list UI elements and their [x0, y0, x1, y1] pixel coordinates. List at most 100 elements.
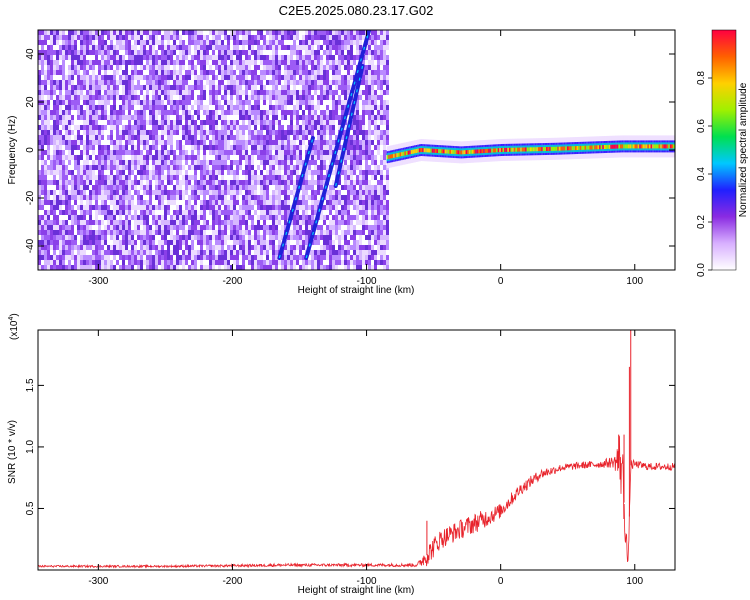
spectrogram-cell — [206, 105, 209, 110]
spectrogram-cell — [89, 165, 92, 170]
spectrogram-cell — [119, 120, 122, 125]
spectrogram-cell — [98, 180, 101, 185]
spectrogram-cell — [152, 75, 155, 80]
spectrogram-cell — [41, 75, 44, 80]
spectrogram-cell — [263, 225, 266, 230]
spectrogram-cell — [53, 50, 56, 55]
spectrogram-cell — [77, 160, 80, 165]
spectrogram-cell — [158, 220, 161, 225]
spectrogram-cell — [278, 100, 281, 105]
spectrogram-cell — [65, 95, 68, 100]
spectrogram-cell — [86, 130, 89, 135]
spectrogram-cell — [236, 55, 239, 60]
spectrogram-cell — [50, 175, 53, 180]
spectrogram-cell — [332, 240, 335, 245]
spectrogram-cell — [110, 35, 113, 40]
spectrogram-cell — [203, 160, 206, 165]
spectrogram-cell — [254, 90, 257, 95]
spectrogram-cell — [302, 130, 305, 135]
spectrogram-cell — [221, 95, 224, 100]
spectrogram-cell — [218, 145, 221, 150]
spectrogram-cell — [116, 90, 119, 95]
spectrogram-cell — [107, 100, 110, 105]
spectrogram-cell — [122, 180, 125, 185]
spectrogram-cell — [185, 135, 188, 140]
spectrogram-cell — [302, 245, 305, 250]
spectrogram-cell — [164, 45, 167, 50]
spectrogram-cell — [347, 230, 350, 235]
spectrogram-cell — [107, 215, 110, 220]
spectrogram-cell — [146, 35, 149, 40]
spectrogram-cell — [209, 225, 212, 230]
spectrogram-cell — [167, 220, 170, 225]
spectrogram-cell — [230, 110, 233, 115]
spectrogram-cell — [188, 225, 191, 230]
spectrogram-cell — [131, 175, 134, 180]
spectrogram-cell — [299, 85, 302, 90]
spectrogram-cell — [56, 215, 59, 220]
spectrogram-cell — [260, 110, 263, 115]
spectrogram-cell — [203, 165, 206, 170]
spectrogram-cell — [218, 95, 221, 100]
spectrogram-cell — [266, 175, 269, 180]
spectrogram-cell — [248, 55, 251, 60]
spectrogram-cell — [323, 135, 326, 140]
spectrogram-cell — [227, 230, 230, 235]
spectrogram-cell — [170, 40, 173, 45]
spectrogram-cell — [125, 145, 128, 150]
spectrogram-cell — [236, 45, 239, 50]
spectrogram-cell — [119, 235, 122, 240]
spectrogram-cell — [260, 260, 263, 265]
spectrogram-cell — [236, 185, 239, 190]
spectrogram-cell — [68, 145, 71, 150]
spectrogram-cell — [131, 120, 134, 125]
spectrogram-cell — [314, 105, 317, 110]
spectrogram-cell — [107, 80, 110, 85]
spectrogram-cell — [47, 75, 50, 80]
spectrogram-cell — [239, 200, 242, 205]
spectrogram-cell — [278, 45, 281, 50]
spectrogram-cell — [164, 80, 167, 85]
spectrogram-cell — [329, 205, 332, 210]
spectrogram-cell — [137, 225, 140, 230]
spectrogram-cell — [248, 235, 251, 240]
spectrogram-cell — [56, 65, 59, 70]
spectrogram-cell — [98, 55, 101, 60]
spectrogram-cell — [83, 235, 86, 240]
spectrogram-cell — [269, 65, 272, 70]
spectrogram-cell — [257, 115, 260, 120]
spectrogram-cell — [143, 65, 146, 70]
spectrogram-cell — [125, 165, 128, 170]
spectrogram-cell — [323, 160, 326, 165]
spectrogram-cell — [92, 185, 95, 190]
spectrogram-cell — [269, 115, 272, 120]
spectrogram-cell — [83, 55, 86, 60]
spectrogram-cell — [224, 135, 227, 140]
spectrogram-cell — [344, 170, 347, 175]
spectrogram-cell — [227, 160, 230, 165]
spectrogram-cell — [122, 225, 125, 230]
spectrogram-cell — [167, 230, 170, 235]
spectrogram-cell — [185, 185, 188, 190]
spectrogram-cell — [305, 80, 308, 85]
spectrogram-cell — [107, 195, 110, 200]
spectrogram-cell — [251, 135, 254, 140]
spectrogram-cell — [161, 170, 164, 175]
spectrogram-cell — [206, 70, 209, 75]
spectrogram-cell — [110, 180, 113, 185]
spectrogram-cell — [119, 260, 122, 265]
spectrogram-cell — [203, 135, 206, 140]
spectrogram-cell — [194, 180, 197, 185]
spectrogram-cell — [245, 240, 248, 245]
spectrogram-cell — [194, 205, 197, 210]
spectrogram-cell — [215, 190, 218, 195]
spectrogram-cell — [101, 170, 104, 175]
spectrogram-cell — [62, 140, 65, 145]
spectrogram-cell — [188, 135, 191, 140]
spectrogram-cell — [239, 245, 242, 250]
spectrogram-cell — [71, 140, 74, 145]
spectrogram-cell — [113, 155, 116, 160]
spectrogram-cell — [68, 230, 71, 235]
spectrogram-cell — [149, 165, 152, 170]
spectrogram-cell — [224, 115, 227, 120]
